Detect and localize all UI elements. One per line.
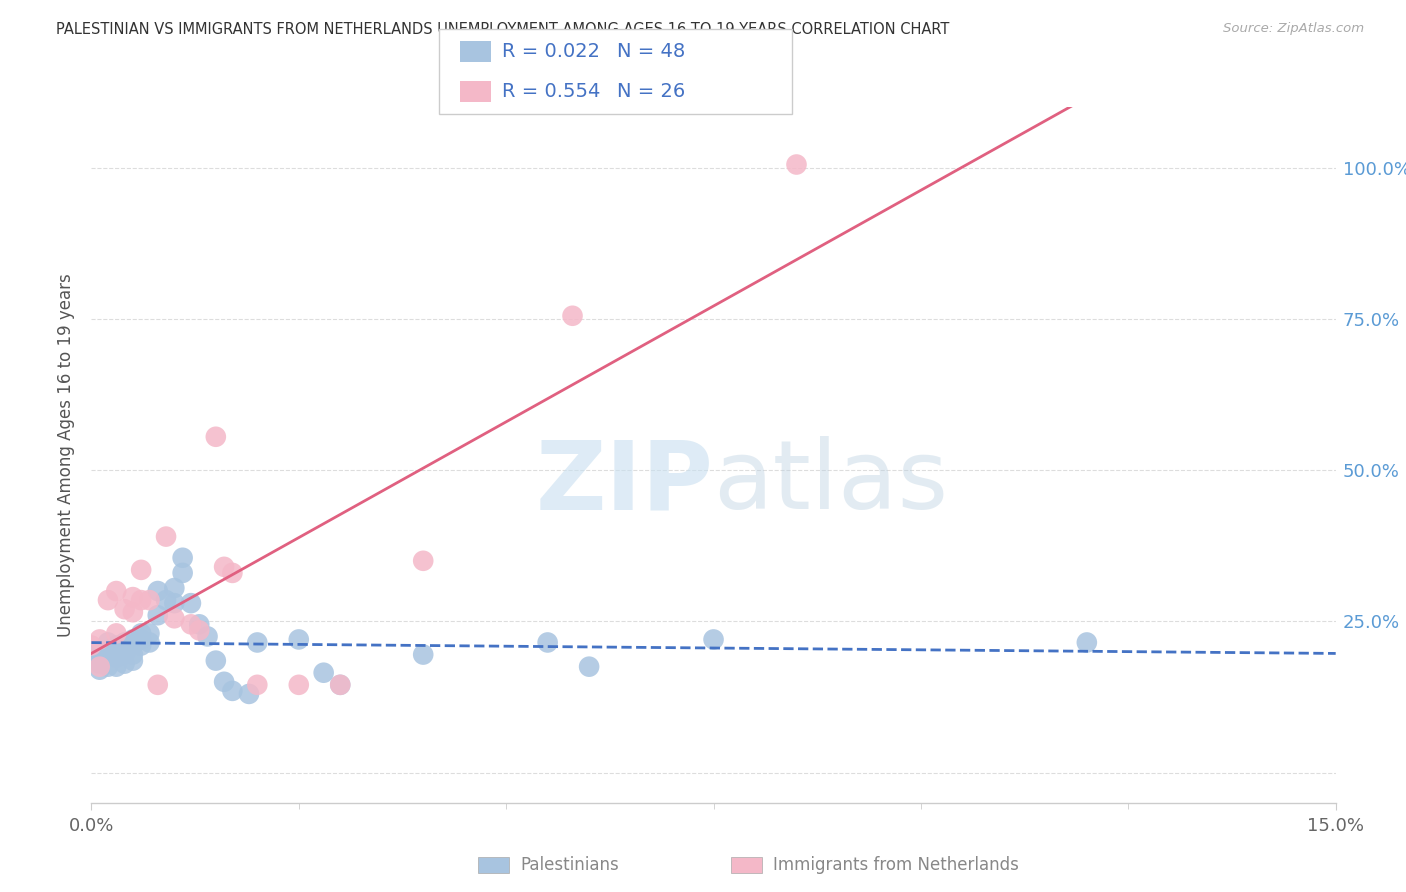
Point — [1076, 635, 1098, 649]
Point — [129, 626, 152, 640]
Point — [105, 626, 128, 640]
Text: N = 26: N = 26 — [617, 82, 686, 101]
Point — [97, 635, 120, 649]
Point — [561, 309, 583, 323]
Point — [205, 654, 228, 668]
Point — [105, 639, 128, 653]
Text: R = 0.554: R = 0.554 — [502, 82, 600, 101]
Y-axis label: Unemployment Among Ages 16 to 19 years: Unemployment Among Ages 16 to 19 years — [58, 273, 76, 637]
Point — [105, 644, 128, 658]
Point — [97, 593, 120, 607]
Point — [129, 639, 152, 653]
Text: R = 0.022: R = 0.022 — [502, 42, 600, 61]
Point — [205, 430, 228, 444]
Point — [412, 554, 434, 568]
Point — [129, 593, 152, 607]
Point — [212, 674, 235, 689]
Point — [172, 550, 194, 565]
Point — [138, 626, 160, 640]
Point — [155, 593, 177, 607]
Point — [114, 635, 136, 649]
Point — [246, 635, 269, 649]
Point — [97, 648, 120, 662]
Point — [121, 648, 145, 662]
Point — [114, 602, 136, 616]
Point — [105, 659, 128, 673]
Point — [121, 605, 145, 619]
Text: Source: ZipAtlas.com: Source: ZipAtlas.com — [1223, 22, 1364, 36]
Point — [121, 654, 145, 668]
Point — [114, 648, 136, 662]
Point — [155, 530, 177, 544]
Point — [89, 663, 111, 677]
Point — [412, 648, 434, 662]
Point — [89, 654, 111, 668]
Point — [146, 584, 169, 599]
Point — [221, 684, 243, 698]
Point — [238, 687, 260, 701]
Text: Palestinians: Palestinians — [520, 856, 619, 874]
Text: N = 48: N = 48 — [617, 42, 686, 61]
Point — [172, 566, 194, 580]
Point — [188, 617, 211, 632]
Point — [287, 678, 309, 692]
Text: ZIP: ZIP — [536, 436, 713, 529]
Point — [114, 657, 136, 671]
Point — [163, 581, 186, 595]
Point — [146, 608, 169, 623]
Point — [197, 629, 219, 643]
Point — [129, 632, 152, 647]
Point — [329, 678, 352, 692]
Point — [89, 632, 111, 647]
Point — [89, 644, 111, 658]
Point — [246, 678, 269, 692]
Point — [146, 678, 169, 692]
Point — [89, 659, 111, 673]
Point — [188, 624, 211, 638]
Point — [163, 611, 186, 625]
Point — [536, 635, 558, 649]
Point — [785, 157, 807, 171]
Point — [138, 635, 160, 649]
Point — [129, 563, 152, 577]
Point — [180, 596, 202, 610]
Point — [212, 559, 235, 574]
Point — [312, 665, 335, 680]
Point — [702, 632, 725, 647]
Point — [121, 632, 145, 647]
Point — [138, 593, 160, 607]
Point — [163, 596, 186, 610]
Point — [221, 566, 243, 580]
Point — [114, 644, 136, 658]
Point — [80, 639, 103, 653]
Point — [105, 650, 128, 665]
Text: atlas: atlas — [713, 436, 949, 529]
Point — [97, 659, 120, 673]
Point — [121, 639, 145, 653]
Text: Immigrants from Netherlands: Immigrants from Netherlands — [773, 856, 1019, 874]
Point — [180, 617, 202, 632]
Point — [80, 648, 103, 662]
Point — [105, 584, 128, 599]
Text: PALESTINIAN VS IMMIGRANTS FROM NETHERLANDS UNEMPLOYMENT AMONG AGES 16 TO 19 YEAR: PALESTINIAN VS IMMIGRANTS FROM NETHERLAN… — [56, 22, 949, 37]
Point — [329, 678, 352, 692]
Point — [121, 590, 145, 604]
Point — [578, 659, 600, 673]
Point — [89, 657, 111, 671]
Point — [287, 632, 309, 647]
